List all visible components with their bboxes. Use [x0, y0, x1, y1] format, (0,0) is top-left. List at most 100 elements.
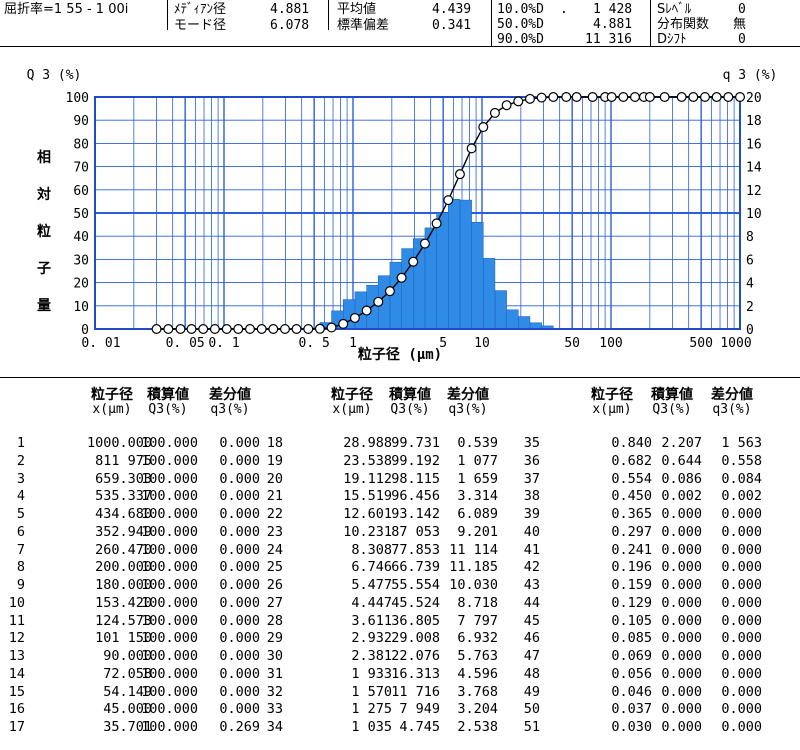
cumulative-point	[711, 91, 722, 102]
cell-particle-size: 28.988	[343, 435, 392, 451]
row-number: 15	[8, 683, 25, 700]
cell-particle-size: 90.000	[103, 648, 152, 664]
row-number: 46	[523, 630, 540, 647]
cell-cumulative: 0.086	[661, 470, 702, 487]
row-number: 40	[523, 523, 540, 540]
y-tick-label-right: 8	[746, 230, 754, 245]
cell-differential: 0.000	[219, 506, 260, 522]
cumulative-point	[548, 91, 559, 102]
y-tick-label-right: 20	[746, 91, 762, 106]
cumulative-point	[571, 91, 582, 102]
cell-differential: 0.002	[721, 488, 762, 505]
cumulative-point	[326, 322, 337, 333]
cell-cumulative: 45.524	[391, 594, 440, 611]
cell-differential: 0.539	[457, 435, 498, 451]
row-number: 50	[523, 701, 540, 718]
cell-differential: 0.000	[219, 701, 260, 718]
cell-particle-size: 0.030	[611, 719, 652, 735]
cell-particle-size: 0.297	[611, 523, 652, 540]
slevel-label: Sﾚﾍﾞﾙ	[657, 2, 692, 17]
row-number: 16	[8, 701, 25, 718]
cell-particle-size: 8.308	[351, 541, 392, 558]
cumulative-point	[489, 107, 500, 118]
cumulative-point	[209, 324, 220, 335]
cumulative-point	[361, 305, 372, 316]
cell-cumulative: 0.000	[661, 683, 702, 700]
cumulative-point	[256, 324, 267, 335]
row-number: 1	[16, 435, 25, 451]
cumulative-point	[466, 143, 477, 154]
cell-cumulative: 100.000	[141, 648, 198, 664]
cell-differential: 0.000	[721, 594, 762, 611]
histogram-bar	[471, 222, 484, 330]
cell-particle-size: 0.159	[611, 577, 652, 593]
cell-cumulative: 22.076	[391, 648, 440, 664]
cumulative-point	[373, 296, 384, 307]
row-number: 14	[8, 665, 25, 682]
y-tick-label-right: 4	[746, 277, 754, 292]
row-number: 25	[266, 559, 283, 576]
row-number: 12	[8, 630, 25, 647]
cumulative-point	[244, 324, 255, 335]
cumulative-point	[303, 323, 314, 334]
row-number: 23	[266, 523, 283, 540]
y-axis-label-char: 対	[36, 186, 51, 203]
x-tick-label: 0. 1	[208, 336, 239, 351]
dist-label: 分布関数	[657, 17, 710, 32]
row-number: 18	[266, 435, 283, 451]
cell-particle-size: 2.932	[351, 630, 392, 647]
row-number: 13	[8, 648, 25, 664]
cumulative-point	[431, 218, 442, 229]
data-table: 粒子径 x(μm) 積算値 Q3(%) 差分値 q3(%) 粒子径 x(μm) 積算値 Q3(%)…	[0, 378, 800, 750]
cumulative-point	[723, 91, 734, 102]
header-particle-size: 粒子径	[591, 387, 633, 403]
row-number: 32	[266, 683, 283, 700]
cell-cumulative: 100.000	[141, 594, 198, 611]
cumulative-point	[186, 324, 197, 335]
cumulative-point	[699, 91, 710, 102]
cumulative-point	[221, 324, 232, 335]
cell-particle-size: 1 933	[351, 665, 392, 682]
row-number: 17	[8, 719, 25, 735]
cell-differential: 0.000	[721, 523, 762, 540]
row-number: 9	[16, 577, 25, 593]
cell-particle-size: 434.680	[95, 506, 152, 522]
cell-particle-size: 0.450	[611, 488, 652, 505]
cell-differential: 0.000	[721, 559, 762, 576]
slevel-value: 0	[738, 2, 746, 17]
cell-particle-size: 0.056	[611, 665, 652, 682]
header-divider	[650, 0, 651, 46]
cell-particle-size: 15.519	[343, 488, 392, 505]
cell-particle-size: 352.949	[95, 523, 152, 540]
header-differential: 差分値	[447, 387, 489, 403]
cumulative-point	[233, 324, 244, 335]
histogram-bar	[436, 212, 449, 330]
cell-particle-size: 19.112	[343, 470, 392, 487]
header-divider	[491, 0, 492, 46]
cell-cumulative: 0.000	[661, 719, 702, 735]
cell-cumulative: 100.000	[141, 683, 198, 700]
cell-particle-size: 0.682	[611, 452, 652, 469]
cell-cumulative: 0.000	[661, 506, 702, 522]
cell-particle-size: 0.105	[611, 612, 652, 629]
cumulative-point	[644, 91, 655, 102]
x-tick-label: 0. 5	[299, 336, 330, 351]
d50-label: 50.0%D	[497, 17, 544, 32]
refractive-index: 屈折率=1 55 - 1 00i	[4, 2, 129, 17]
cell-particle-size: 3.611	[351, 612, 392, 629]
cell-cumulative: 98.115	[391, 470, 440, 487]
cell-particle-size: 0.085	[611, 630, 652, 647]
cell-cumulative: 100.000	[141, 719, 198, 735]
row-number: 4	[16, 488, 25, 505]
cell-particle-size: 6.746	[351, 559, 392, 576]
cell-differential: 5.763	[457, 648, 498, 664]
cell-differential: 0.000	[219, 630, 260, 647]
cell-particle-size: 811 975	[95, 452, 152, 469]
y-axis-label-char: 量	[37, 298, 51, 314]
cell-particle-size: 45.000	[103, 701, 152, 718]
cell-cumulative: 0.000	[661, 630, 702, 647]
cell-cumulative: 0.002	[661, 488, 702, 505]
cell-particle-size: 35.701	[103, 719, 152, 735]
row-number: 41	[523, 541, 540, 558]
row-number: 24	[266, 541, 283, 558]
